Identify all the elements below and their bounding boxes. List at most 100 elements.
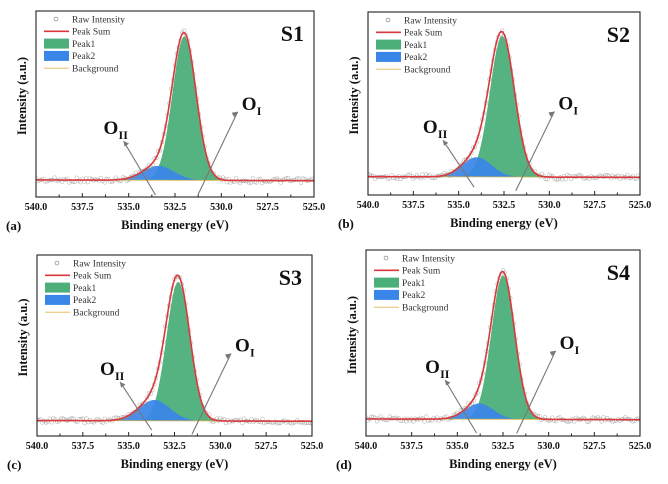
peak-sum-line: [37, 274, 312, 423]
y-axis-title: Intensity (a.u.): [345, 296, 359, 374]
plot-area: [37, 273, 312, 426]
raw-intensity-point: [141, 400, 146, 406]
legend-item-peak1: Peak1: [376, 39, 427, 51]
raw-intensity-point: [632, 176, 637, 181]
raw-intensity-point: [531, 412, 537, 417]
y-axis-title: Intensity (a.u.): [16, 298, 30, 376]
x-tick-label: 540.0: [357, 200, 380, 211]
x-tick-label: 530.0: [209, 441, 232, 452]
x-tick-label: 527.5: [583, 441, 606, 452]
legend-item-peak2: Peak2: [376, 51, 427, 63]
legend-marker-icon: [53, 16, 59, 22]
sample-label: S4: [607, 260, 630, 285]
peak1-area: [366, 275, 640, 420]
legend-label: Peak1: [72, 40, 95, 50]
oi-arrow: [197, 111, 239, 195]
oi-label-subscript: I: [250, 346, 255, 360]
x-tick-label: 540.0: [355, 441, 378, 452]
legend-item-raw-intensity: Raw Intensity: [383, 254, 455, 264]
legend-label: Peak1: [402, 279, 425, 289]
legend-item-peak-sum: Peak Sum: [374, 267, 441, 277]
x-axis-title: Binding energy (eV): [449, 457, 557, 471]
raw-intensity-point: [626, 176, 632, 181]
legend-item-peak1: Peak1: [374, 277, 425, 289]
x-axis-title: Binding energy (eV): [121, 457, 229, 471]
legend-label: Raw Intensity: [73, 259, 126, 269]
oii-arrow: [442, 139, 475, 188]
legend-item-background: Background: [374, 304, 449, 314]
legend-label: Raw Intensity: [402, 254, 455, 264]
raw-intensity-point: [260, 416, 265, 421]
legend-item-peak1: Peak1: [45, 282, 96, 294]
x-tick-label: 527.5: [583, 200, 606, 211]
oii-arrow: [123, 140, 157, 196]
legend: Raw Intensity Peak Sum Peak1 Peak2 Backgroun…: [45, 259, 126, 319]
oi-label: O: [242, 94, 257, 115]
oi-label: O: [558, 93, 573, 114]
legend-marker-icon: [385, 17, 391, 23]
panel-letter: (c): [7, 457, 21, 472]
x-axis-title: Binding energy (eV): [450, 216, 558, 230]
chart-panel-s4: 540.0 537.5 535.0 532.5 530.0 527.5 525.0 Bindi…: [334, 242, 668, 484]
legend: Raw Intensity Peak Sum Peak1 Peak2 Backgroun…: [374, 254, 455, 314]
panel-letter: (d): [336, 457, 352, 472]
oii-label: O: [104, 118, 119, 139]
legend-swatch-icon: [376, 51, 401, 62]
chart-svg: 540.0 537.5 535.0 532.5 530.0 527.5 525.0 Bindi…: [336, 249, 651, 472]
raw-intensity-point: [599, 174, 605, 179]
raw-intensity-point: [242, 416, 247, 421]
raw-intensity-point: [38, 417, 43, 422]
y-axis-title: Intensity (a.u.): [15, 57, 29, 135]
legend-label: Background: [402, 304, 449, 314]
oii-label-subscript: II: [115, 369, 125, 383]
oi-label: O: [235, 336, 250, 357]
raw-intensity-point: [424, 414, 429, 419]
oii-arrow: [444, 379, 477, 434]
x-tick-label: 525.0: [301, 441, 324, 452]
legend-item-raw-intensity: Raw Intensity: [385, 16, 457, 26]
oii-label-subscript: II: [119, 128, 129, 142]
legend-item-peak-sum: Peak Sum: [44, 28, 111, 38]
x-tick-label: 527.5: [255, 441, 278, 452]
oi-arrow: [516, 350, 557, 434]
x-tick-label: 537.5: [400, 441, 423, 452]
plot-area: [36, 28, 314, 186]
legend-label: Peak Sum: [404, 29, 443, 39]
x-tick-label: 535.0: [447, 200, 470, 211]
oi-arrowhead-icon: [549, 350, 556, 357]
raw-intensity-point: [36, 176, 39, 181]
oi-label-subscript: I: [573, 103, 578, 117]
oii-label: O: [423, 117, 438, 138]
sample-label: S1: [281, 21, 304, 46]
legend-label: Peak2: [404, 53, 427, 63]
raw-intensity-point: [82, 420, 87, 426]
raw-intensity-point: [422, 419, 427, 424]
legend-label: Background: [404, 66, 451, 76]
x-tick-label: 535.0: [117, 202, 140, 213]
oii-arrowhead-icon: [120, 381, 126, 388]
oi-arrow: [515, 111, 555, 191]
raw-intensity-point: [374, 419, 380, 424]
legend-swatch-icon: [45, 294, 70, 305]
x-tick-label: 537.5: [72, 441, 95, 452]
x-tick-label: 535.0: [446, 441, 469, 452]
peak-sum-line: [36, 31, 314, 182]
raw-intensity-point: [404, 419, 409, 424]
sample-label: S2: [607, 22, 630, 47]
x-tick-label: 530.0: [210, 202, 233, 213]
raw-intensity-point: [549, 174, 554, 179]
raw-intensity-point: [411, 419, 416, 424]
oi-label-subscript: I: [575, 343, 580, 357]
panel-letter: (b): [338, 216, 354, 231]
plot-area: [368, 28, 640, 182]
legend: Raw Intensity Peak Sum Peak1 Peak2 Backgroun…: [376, 16, 457, 76]
raw-intensity-point: [298, 180, 304, 186]
oii-label-subscript: II: [440, 367, 450, 381]
peak-sum-line: [368, 30, 640, 179]
chart-panel-s1: 540.0 537.5 535.0 532.5 530.0 527.5 525.0 Bindi…: [0, 0, 334, 242]
legend-item-peak2: Peak2: [44, 50, 95, 62]
legend-label: Peak Sum: [402, 267, 441, 277]
oi-label-subscript: I: [257, 104, 262, 118]
peak2-area: [37, 399, 312, 422]
legend-label: Peak2: [73, 296, 96, 306]
